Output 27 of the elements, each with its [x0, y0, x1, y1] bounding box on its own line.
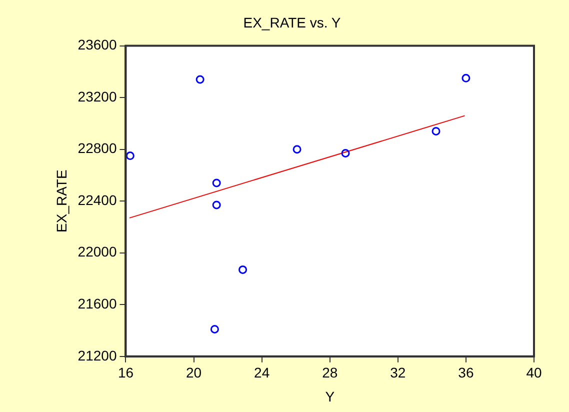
- y-tick-label: 23200: [78, 88, 117, 104]
- y-tick-label: 22000: [78, 244, 117, 260]
- x-tick-label: 28: [322, 364, 338, 381]
- x-tick-label: 40: [526, 364, 542, 381]
- x-tick-label: 24: [254, 364, 270, 381]
- y-tick-label: 23600: [78, 36, 117, 53]
- y-tick-label: 22400: [78, 192, 117, 208]
- point: [292, 145, 302, 154]
- point: [432, 126, 440, 136]
- x-tick-label: 20: [186, 364, 202, 381]
- x-tick-label: 32: [390, 364, 406, 381]
- y-axis-title: EX_RATE: [53, 170, 70, 232]
- point: [126, 152, 134, 160]
- y-tick-label: 21600: [78, 295, 117, 312]
- point: [196, 75, 204, 84]
- y-tick-label: 21200: [78, 347, 117, 364]
- point: [212, 178, 221, 188]
- point: [341, 148, 350, 158]
- point: [212, 200, 221, 210]
- point: [238, 265, 248, 274]
- y-tick-label: 22800: [78, 140, 117, 156]
- chart-title: EX_RATE vs. Y: [243, 14, 342, 30]
- x-axis-title: Y: [325, 388, 336, 404]
- x-tick-label: 36: [458, 364, 474, 381]
- point: [462, 74, 470, 82]
- point: [210, 324, 219, 334]
- x-tick-label: 16: [118, 364, 134, 381]
